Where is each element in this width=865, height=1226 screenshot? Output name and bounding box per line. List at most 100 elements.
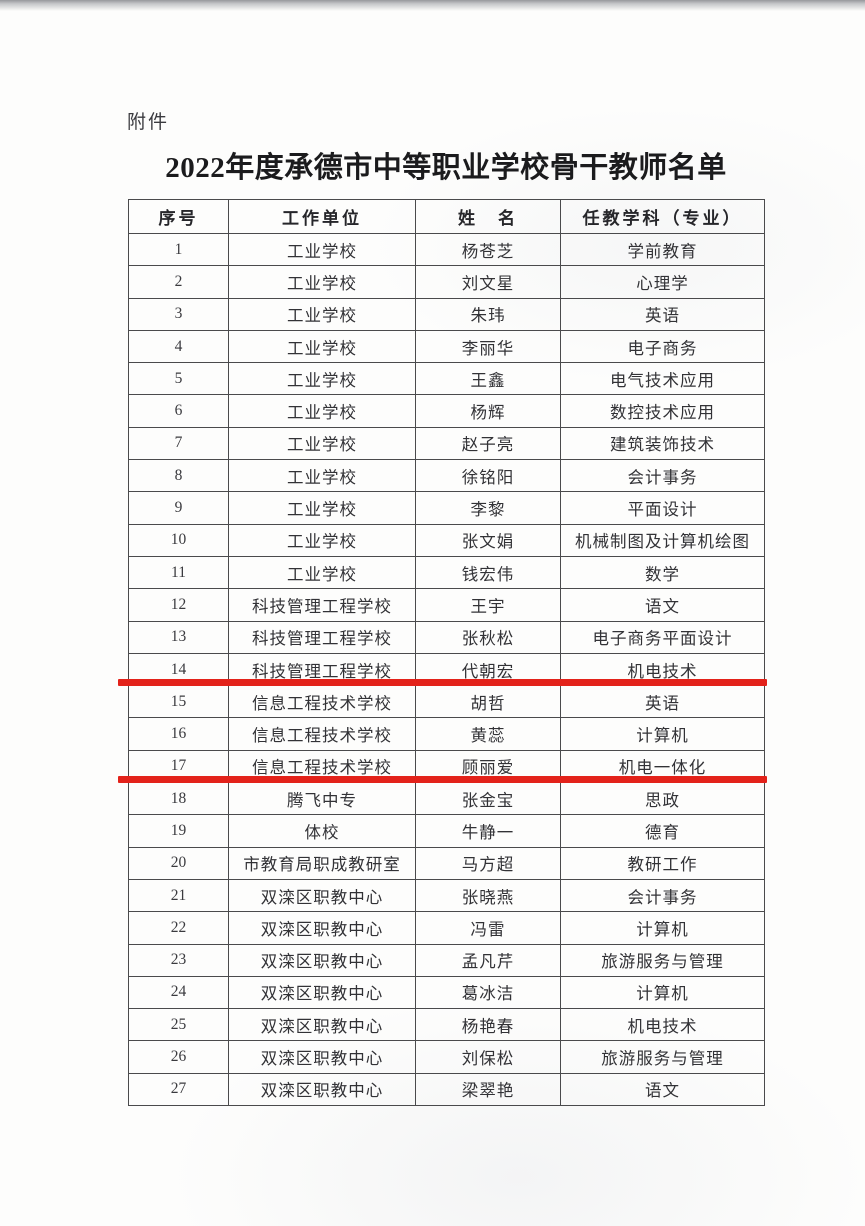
cell-number: 24 [128, 975, 229, 1010]
cell-name: 朱玮 [415, 297, 561, 331]
cell-number: 7 [128, 426, 229, 461]
cell-subject: 计算机 [560, 975, 765, 1010]
cell-subject: 机械制图及计算机绘图 [560, 523, 765, 557]
cell-subject: 心理学 [560, 265, 765, 299]
cell-number: 25 [128, 1008, 229, 1042]
cell-name: 杨艳春 [415, 1008, 561, 1042]
cell-work-unit: 双滦区职教中心 [228, 1008, 416, 1042]
cell-subject: 计算机 [560, 717, 765, 751]
cell-number: 10 [128, 523, 229, 557]
cell-number: 12 [128, 588, 229, 622]
table-row: 1 工业学校 杨苍芝 学前教育 [128, 232, 765, 267]
cell-work-unit: 工业学校 [228, 394, 416, 428]
table-row: 19 体校 牛静一 德育 [128, 814, 765, 848]
red-highlight-line-1 [118, 679, 767, 686]
cell-work-unit: 工业学校 [228, 362, 416, 396]
cell-subject: 旅游服务与管理 [560, 943, 765, 977]
cell-subject: 数控技术应用 [560, 394, 765, 428]
cell-subject: 计算机 [560, 911, 765, 945]
table-row: 4 工业学校 李丽华 电子商务 [128, 329, 765, 364]
cell-work-unit: 工业学校 [228, 297, 416, 331]
cell-name: 孟凡芹 [415, 943, 561, 977]
attachment-label: 附件 [127, 112, 170, 133]
table-row: 2 工业学校 刘文星 心理学 [128, 265, 765, 299]
cell-number: 20 [128, 846, 229, 880]
cell-name: 刘文星 [415, 265, 561, 299]
cell-number: 3 [128, 297, 229, 331]
cell-work-unit: 工业学校 [228, 232, 416, 267]
cell-work-unit: 工业学校 [228, 491, 416, 525]
red-highlight-line-2 [118, 776, 767, 783]
cell-work-unit: 腾飞中专 [228, 782, 416, 816]
cell-subject: 德育 [560, 814, 765, 848]
cell-name: 张文娟 [415, 523, 561, 557]
table-row: 27 双滦区职教中心 梁翠艳 语文 [128, 1072, 765, 1107]
cell-number: 1 [128, 232, 229, 267]
cell-number: 16 [128, 717, 229, 751]
cell-name: 王鑫 [415, 362, 561, 396]
table-row: 9 工业学校 李黎 平面设计 [128, 491, 765, 525]
cell-subject: 电子商务 [560, 329, 765, 364]
table-row: 21 双滦区职教中心 张晓燕 会计事务 [128, 878, 765, 913]
cell-name: 马方超 [415, 846, 561, 880]
cell-name: 梁翠艳 [415, 1072, 561, 1107]
cell-work-unit: 双滦区职教中心 [228, 975, 416, 1010]
cell-name: 冯雷 [415, 911, 561, 945]
cell-number: 22 [128, 911, 229, 945]
table-row: 15 信息工程技术学校 胡哲 英语 [128, 685, 765, 719]
table-row: 24 双滦区职教中心 葛冰洁 计算机 [128, 975, 765, 1010]
cell-name: 赵子亮 [415, 426, 561, 461]
table-row: 5 工业学校 王鑫 电气技术应用 [128, 362, 765, 396]
cell-subject: 英语 [560, 297, 765, 331]
cell-work-unit: 工业学校 [228, 555, 416, 590]
table-row: 13 科技管理工程学校 张秋松 电子商务平面设计 [128, 620, 765, 654]
cell-subject: 建筑装饰技术 [560, 426, 765, 461]
cell-subject: 电气技术应用 [560, 362, 765, 396]
column-header: 姓 名 [415, 199, 561, 234]
cell-name: 李黎 [415, 491, 561, 525]
cell-name: 杨辉 [415, 394, 561, 428]
table-row: 26 双滦区职教中心 刘保松 旅游服务与管理 [128, 1040, 765, 1074]
document-title: 2022年度承德市中等职业学校骨干教师名单 [165, 152, 727, 184]
table-row: 8 工业学校 徐铭阳 会计事务 [128, 459, 765, 493]
cell-name: 黄蕊 [415, 717, 561, 751]
table-row: 10 工业学校 张文娟 机械制图及计算机绘图 [128, 523, 765, 557]
cell-name: 胡哲 [415, 685, 561, 719]
cell-work-unit: 科技管理工程学校 [228, 588, 416, 622]
cell-name: 王宇 [415, 588, 561, 622]
cell-work-unit: 双滦区职教中心 [228, 911, 416, 945]
cell-name: 张秋松 [415, 620, 561, 654]
cell-work-unit: 双滦区职教中心 [228, 1040, 416, 1074]
cell-number: 8 [128, 459, 229, 493]
cell-work-unit: 工业学校 [228, 459, 416, 493]
cell-work-unit: 体校 [228, 814, 416, 848]
cell-subject: 数学 [560, 555, 765, 590]
cell-work-unit: 科技管理工程学校 [228, 620, 416, 654]
cell-name: 葛冰洁 [415, 975, 561, 1010]
cell-work-unit: 市教育局职成教研室 [228, 846, 416, 880]
scan-top-edge-shadow [0, 0, 865, 11]
table-row: 22 双滦区职教中心 冯雷 计算机 [128, 911, 765, 945]
cell-work-unit: 工业学校 [228, 329, 416, 364]
cell-name: 徐铭阳 [415, 459, 561, 493]
cell-number: 15 [128, 685, 229, 719]
table-row: 16 信息工程技术学校 黄蕊 计算机 [128, 717, 765, 751]
cell-number: 27 [128, 1072, 229, 1107]
cell-number: 13 [128, 620, 229, 654]
column-header: 序号 [128, 199, 229, 234]
cell-name: 李丽华 [415, 329, 561, 364]
cell-work-unit: 工业学校 [228, 426, 416, 461]
cell-number: 6 [128, 394, 229, 428]
cell-subject: 平面设计 [560, 491, 765, 525]
cell-subject: 语文 [560, 588, 765, 622]
table-row: 25 双滦区职教中心 杨艳春 机电技术 [128, 1008, 765, 1042]
cell-work-unit: 信息工程技术学校 [228, 717, 416, 751]
cell-name: 张金宝 [415, 782, 561, 816]
table-row: 7 工业学校 赵子亮 建筑装饰技术 [128, 426, 765, 461]
column-header: 任教学科（专业） [560, 199, 765, 234]
cell-number: 2 [128, 265, 229, 299]
table-row: 18 腾飞中专 张金宝 思政 [128, 782, 765, 816]
table-row: 12 科技管理工程学校 王宇 语文 [128, 588, 765, 622]
cell-number: 18 [128, 782, 229, 816]
